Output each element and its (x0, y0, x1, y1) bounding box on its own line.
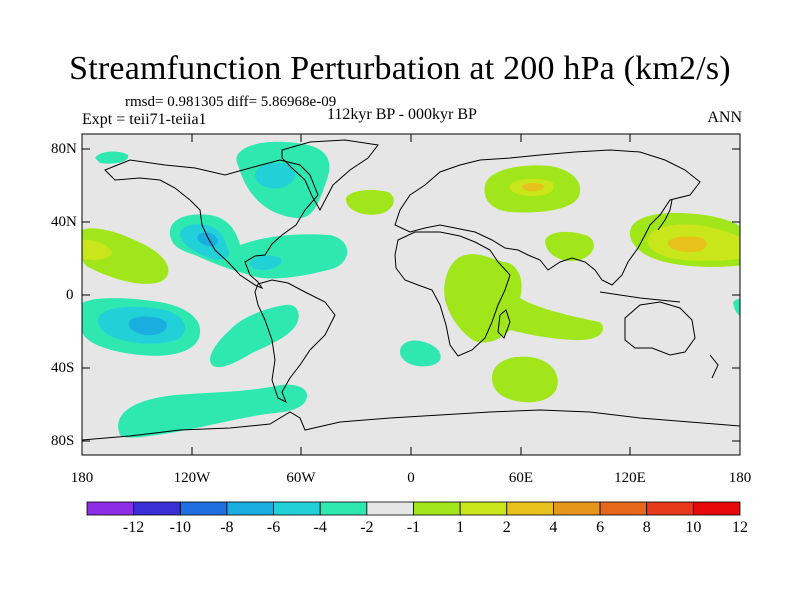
coast-greenland (281, 139, 379, 212)
contour-neg-indian-east (733, 299, 740, 317)
lat-label-0: 0 (66, 287, 74, 303)
coast-europe-asia (394, 149, 701, 286)
coast-madagascar (497, 309, 511, 339)
coastlines (82, 139, 740, 441)
lat-ticks (82, 148, 740, 442)
lon-label-180w: 180 (70, 470, 94, 486)
colorbar-label: -12 (122, 519, 145, 536)
coast-south-america (254, 279, 336, 404)
contour-neg4-east-pacific (128, 316, 167, 336)
lat-label-40s: 40S (51, 360, 75, 376)
colorbar-swatch (226, 501, 274, 516)
lat-label-40n: 40N (51, 214, 77, 230)
contour-neg2-caribbean (249, 255, 282, 270)
lon-label-180e: 180 (728, 470, 752, 486)
coast-australia (624, 301, 696, 356)
contour-neg-southeast-pacific (118, 384, 308, 438)
colorbar-swatch (599, 501, 648, 516)
colorbar (86, 501, 741, 516)
colorbar-label: 6 (596, 519, 605, 536)
colorbar-swatch (692, 501, 741, 516)
colorbar-swatch (86, 501, 135, 516)
colorbar-swatch (459, 501, 508, 516)
coast-new-zealand (709, 354, 719, 379)
colorbar-swatch (646, 501, 694, 516)
colorbar-swatch (506, 501, 554, 516)
colorbar-label: -10 (169, 519, 191, 536)
colorbar-label: 10 (685, 519, 702, 536)
colorbar-label: -6 (266, 519, 281, 536)
colorbar-label: -4 (313, 519, 327, 536)
colorbar-label: -8 (220, 519, 234, 536)
contour-pos2-north-pacific-west (82, 239, 112, 260)
contour-neg-south-atlantic (400, 340, 441, 367)
colorbar-swatch (273, 501, 321, 516)
colorbar-swatch (179, 501, 228, 516)
period-text: 112kyr BP - 000kyr BP (327, 106, 477, 123)
contour-neg-north-pacific-east (95, 151, 129, 164)
plot-title: Streamfunction Perturbation at 200 hPa (… (69, 50, 731, 87)
colorbar-swatch (366, 501, 414, 516)
colorbar-label: 4 (549, 519, 558, 536)
contour-pos-africa-indian (444, 254, 604, 343)
colorbar-label: -2 (360, 519, 374, 536)
colorbar-label: 2 (502, 519, 511, 536)
colorbar-swatch (553, 501, 601, 516)
lon-label-120w: 120W (173, 470, 211, 486)
lon-label-60w: 60W (286, 470, 316, 486)
stats-text: rmsd= 0.981305 diff= 5.86968e-09 (125, 94, 337, 110)
colorbar-swatch (413, 501, 461, 516)
lon-label-120e: 120E (614, 470, 646, 486)
contour-neg-south-america (210, 304, 299, 368)
coast-indonesia (599, 291, 681, 303)
lat-label-80s: 80S (51, 433, 75, 449)
colorbar-label: 8 (642, 519, 651, 536)
lon-ticks (81, 134, 741, 455)
coast-africa (394, 231, 511, 357)
colorbar-label: 1 (456, 519, 465, 536)
contour-pos4-northwest-pacific (667, 236, 707, 253)
colorbar-label: 12 (732, 519, 748, 536)
contour-pos-north-pacific-west (82, 228, 169, 284)
lat-label-80n: 80N (51, 141, 77, 157)
coast-antarctica (82, 409, 740, 441)
contour-pos-arabia (545, 231, 594, 261)
colorbar-swatch (133, 501, 181, 516)
colorbar-swatch (319, 501, 368, 516)
contour-fields (82, 141, 740, 438)
season-text: ANN (707, 109, 742, 126)
coast-japan (657, 199, 673, 231)
contour-pos-north-atlantic (345, 190, 394, 215)
colorbar-label: -1 (406, 519, 421, 536)
contour-pos-south-indian (492, 356, 558, 403)
coast-north-america (104, 159, 319, 290)
lon-label-60e: 60E (508, 470, 534, 486)
contour-neg4-central-pacific (197, 232, 218, 247)
lon-label-0: 0 (407, 470, 415, 486)
contour-pos4-siberia (521, 183, 544, 192)
contour-neg2-north-america (255, 163, 296, 189)
experiment-text: Expt = teii71-teiia1 (82, 111, 207, 128)
